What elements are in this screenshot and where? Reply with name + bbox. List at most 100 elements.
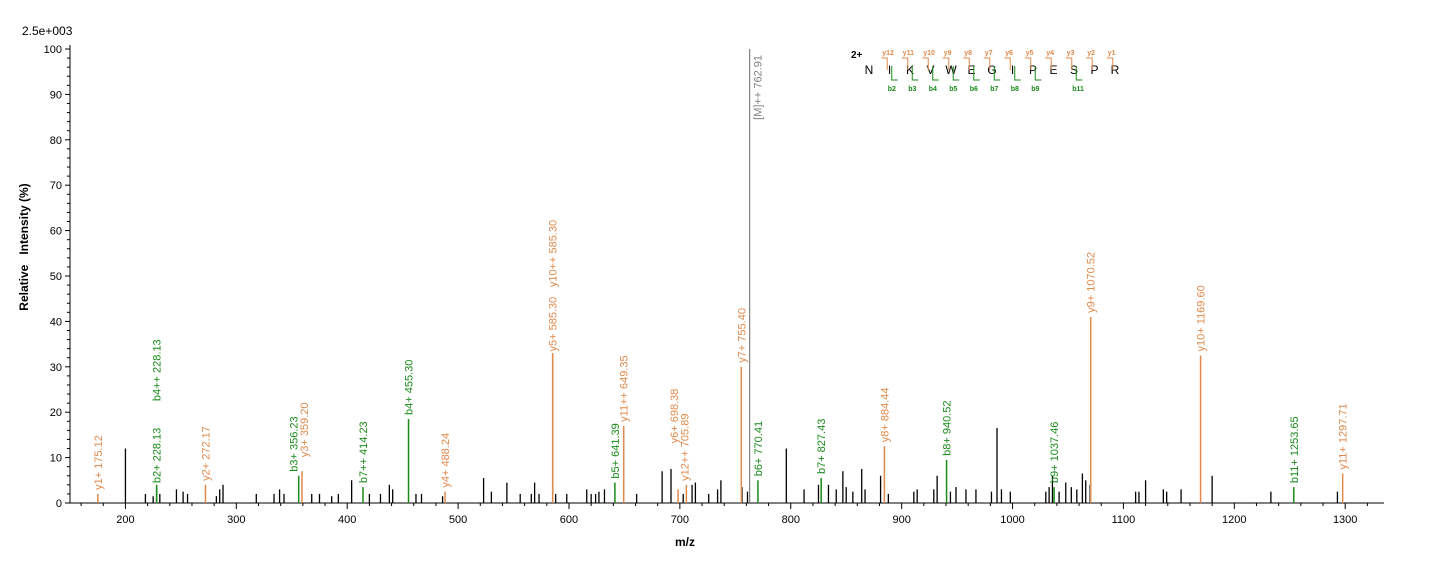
peak-label-b-ion: b11+ 1253.65	[1289, 416, 1301, 483]
peak-label-b-ion: b7++ 414.23	[358, 421, 370, 483]
b-ion-label: b7	[990, 86, 998, 93]
x-tick-label: 700	[671, 514, 689, 526]
y-ion-bracket	[1106, 57, 1114, 70]
b-ion-label: b9	[1031, 86, 1039, 93]
peak-label-y-ion: y5+ 585.30	[548, 297, 560, 352]
x-tick-label: 800	[782, 514, 800, 526]
b-ion-bracket	[911, 66, 919, 81]
peak-label-y-ion: y1+ 175.12	[93, 435, 105, 490]
b-ion-label: b4	[929, 86, 937, 93]
peak-labels-layer: y1+ 175.12 b2+ 228.13 b4++ 228.13 y2+ 272.1…	[93, 55, 1350, 490]
x-tick-label: 200	[116, 514, 134, 526]
peak-label-y-ion: y9+ 1070.52	[1086, 252, 1098, 313]
sequence-residue: R	[1111, 63, 1120, 77]
y-tick-label: 70	[50, 180, 62, 192]
x-tick-label: 600	[560, 514, 578, 526]
x-tick-label: 500	[449, 514, 467, 526]
sequence-residue: V	[926, 63, 934, 77]
y-ion-bracket	[922, 57, 929, 70]
b-ion-bracket	[1075, 66, 1083, 81]
sequence-residue: G	[987, 63, 996, 77]
sequence-residue: K	[906, 63, 914, 77]
y-ion-label: y10	[923, 50, 935, 57]
peak-label-y-ion: y10+ 1169.60	[1196, 285, 1208, 351]
peak-label-y-ion: y12++ 705.89	[679, 414, 691, 481]
b-ion-bracket	[932, 66, 939, 81]
y-ion-label: y4	[1046, 50, 1054, 57]
y-tick-label: 100	[44, 44, 62, 56]
y-ion-label: y1	[1108, 50, 1116, 57]
x-tick-label: 1200	[1222, 514, 1246, 526]
y-ion-label: y7	[985, 50, 993, 57]
y-ion-label: y12	[882, 50, 894, 57]
y-ion-bracket	[901, 57, 909, 70]
y-ion-label: y6	[1005, 50, 1013, 57]
y-tick-label: 60	[50, 226, 62, 238]
y-ion-label: y11	[903, 50, 914, 57]
y-tick-label: 50	[50, 271, 62, 283]
b-ion-bracket	[1034, 66, 1042, 81]
peak-label-b-ion: b9+ 1037.46	[1049, 422, 1061, 483]
sequence-residue: I	[1011, 63, 1014, 77]
b-ion-label: b6	[970, 86, 978, 93]
b-ion-label: b11	[1072, 86, 1084, 93]
peak-label-b-ion: b4+ 455.30	[404, 360, 416, 415]
y-tick-label: 0	[56, 498, 62, 510]
peak-label-y-ion: y6+ 698.38	[669, 389, 681, 444]
sequence-residue: P	[1029, 63, 1037, 77]
peak-label-b-ion: b4++ 228.13	[152, 339, 164, 401]
intensity-scale-label: 2.5e+003	[22, 24, 73, 38]
peak-label-y-ion: y2+ 272.17	[200, 426, 212, 481]
b-ion-label: b5	[949, 86, 957, 93]
sequence-residue: E	[967, 63, 975, 77]
b-ion-bracket	[1014, 66, 1021, 81]
peaks-layer	[97, 49, 1344, 503]
y-tick-label: 90	[50, 89, 62, 101]
y-ion-bracket	[1004, 57, 1011, 70]
peak-label-y-ion: y10++ 585.30	[548, 220, 560, 287]
peak-label-b-ion: b2+ 228.13	[152, 428, 164, 483]
x-axis-title: m/z	[675, 535, 695, 549]
x-tick-label: 1300	[1333, 514, 1357, 526]
x-tick-label: 900	[892, 514, 910, 526]
peak-label-b-ion: b3+ 356.23	[289, 416, 301, 471]
y-ion-label: y3	[1067, 50, 1075, 57]
peak-label-y-ion: y8+ 884.44	[879, 388, 891, 443]
sequence-residue: P	[1090, 63, 1098, 77]
peak-label-y-ion: y11+ 1297.71	[1338, 403, 1350, 469]
y-ion-bracket	[1024, 57, 1032, 70]
y-ion-bracket	[881, 57, 888, 70]
y-ion-label: y2	[1087, 50, 1095, 57]
sequence-residue: I	[888, 63, 891, 77]
sequence-residue: S	[1070, 63, 1078, 77]
peak-label-b-ion: b6+ 770.41	[753, 421, 765, 476]
y-axis-title: Relative Intensity (%)	[17, 183, 31, 310]
sequence-residue: W	[945, 63, 957, 77]
peak-label-precursor-ion: [M]++ 762.91	[753, 55, 765, 120]
b-ion-label: b8	[1011, 86, 1019, 93]
y-ion-bracket	[1065, 57, 1073, 70]
peak-label-y-ion: y11++ 649.35	[619, 355, 631, 421]
y-tick-label: 40	[50, 316, 62, 328]
y-tick-label: 10	[50, 453, 62, 465]
b-ion-bracket	[952, 66, 960, 81]
sequence-residue: N	[865, 63, 874, 77]
y-ion-label: y9	[944, 50, 952, 57]
y-ion-label: y8	[964, 50, 972, 57]
y-tick-label: 30	[50, 362, 62, 374]
b-ion-label: b3	[908, 86, 916, 93]
y-ion-bracket	[942, 57, 950, 70]
peak-label-y-ion: y3+ 359.20	[299, 402, 311, 457]
y-ion-bracket	[1086, 57, 1093, 70]
x-tick-label: 1000	[1000, 514, 1024, 526]
x-tick-label: 300	[227, 514, 245, 526]
b-ion-bracket	[891, 66, 898, 81]
y-ion-bracket	[983, 57, 991, 70]
y-ion-bracket	[963, 57, 970, 70]
peak-label-b-ion: b5+ 641.39	[610, 423, 622, 478]
charge-state-label: 2+	[851, 50, 863, 61]
b-ion-label: b2	[888, 86, 896, 93]
axes-layer: 0 10 20 30 40 50 60 70 80 90 100 200 300 400 500 600 700…	[44, 44, 1384, 526]
peak-label-b-ion: b8+ 940.52	[942, 400, 954, 455]
